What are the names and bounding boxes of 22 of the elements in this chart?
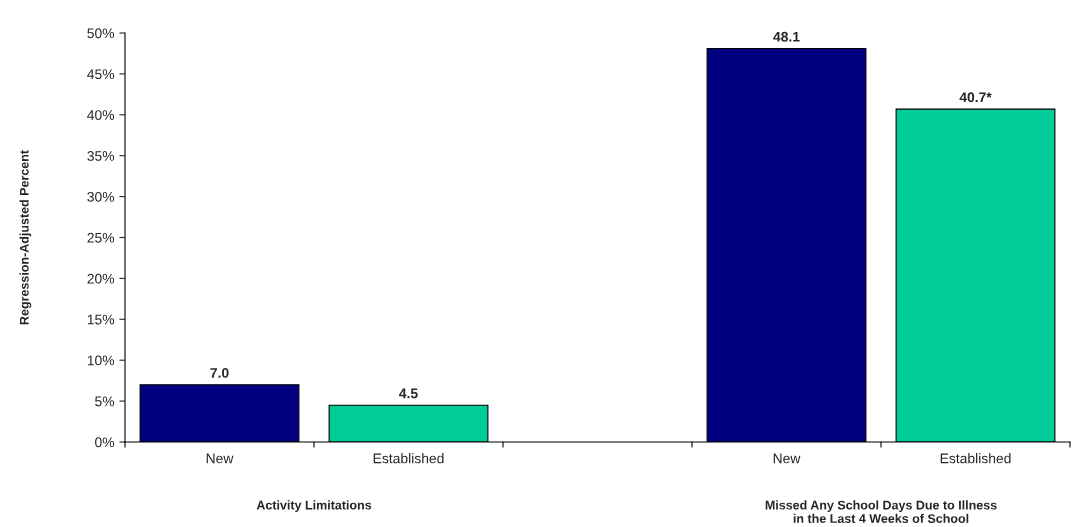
x-tick-label: Established	[373, 453, 444, 464]
y-tick-label: 45%	[87, 69, 115, 80]
data-label: 4.5	[399, 388, 418, 399]
data-label: 7.0	[210, 367, 229, 378]
x-tick-label: Established	[940, 453, 1011, 464]
y-tick-label: 20%	[87, 273, 115, 284]
x-tick-label: New	[773, 453, 801, 464]
y-tick-label: 30%	[87, 191, 115, 202]
data-label: 48.1	[773, 31, 800, 42]
y-tick-label: 35%	[87, 151, 115, 161]
y-tick-label: 25%	[87, 232, 115, 243]
text: Missed Any School Days Due to Illness in the Last 4 Weeks of School	[765, 500, 997, 523]
y-axis-title: Regression-Adjusted Percent	[19, 150, 32, 325]
y-tick-label: 0%	[95, 437, 115, 448]
y-tick-label: 50%	[87, 28, 115, 39]
y-tick-label: 10%	[87, 355, 115, 366]
x-tick-label: New	[206, 453, 234, 464]
y-tick-label: 15%	[87, 314, 115, 325]
y-tick-label: 5%	[95, 396, 115, 407]
y-tick-label: 40%	[87, 110, 115, 120]
data-label: 40.7*	[959, 92, 992, 103]
text: Activity Limitations	[256, 500, 372, 512]
